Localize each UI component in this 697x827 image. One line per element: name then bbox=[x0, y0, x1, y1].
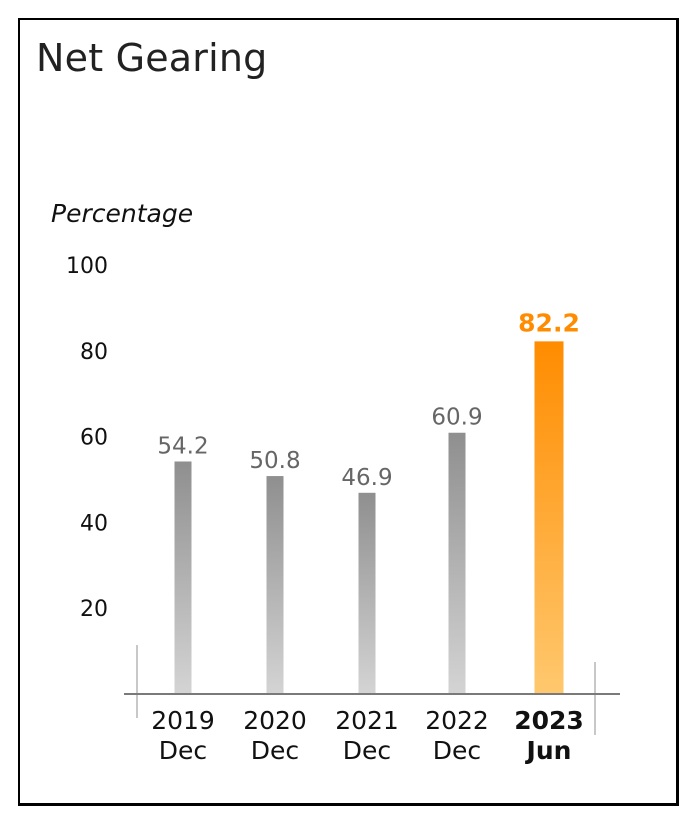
x-tick-period: Jun bbox=[525, 736, 572, 765]
bars bbox=[174, 341, 564, 694]
data-label: 46.9 bbox=[341, 465, 392, 491]
bar bbox=[174, 461, 192, 694]
chart-title: Net Gearing bbox=[36, 36, 268, 80]
data-label: 82.2 bbox=[518, 308, 580, 337]
y-axis-ticks: 20 40 60 80 100 bbox=[66, 254, 108, 622]
data-label: 54.2 bbox=[157, 433, 208, 459]
y-tick-label: 40 bbox=[80, 511, 108, 536]
x-tick-period: Dec bbox=[251, 736, 299, 765]
x-tick-year: 2019 bbox=[151, 706, 215, 735]
bar bbox=[358, 492, 376, 694]
y-tick-label: 100 bbox=[66, 254, 108, 279]
data-label: 50.8 bbox=[249, 448, 300, 474]
y-tick-label: 20 bbox=[80, 597, 108, 622]
bar bbox=[266, 476, 284, 694]
x-tick-year: 2020 bbox=[243, 706, 307, 735]
x-tick-period: Dec bbox=[159, 736, 207, 765]
chart-frame bbox=[18, 18, 679, 806]
x-tick-year: 2021 bbox=[335, 706, 399, 735]
bar-highlight bbox=[534, 341, 564, 694]
x-tick-period: Dec bbox=[343, 736, 391, 765]
y-axis-label: Percentage bbox=[51, 199, 194, 228]
y-tick-label: 80 bbox=[80, 340, 108, 365]
bar bbox=[448, 432, 466, 694]
x-tick-year: 2022 bbox=[425, 706, 489, 735]
x-tick-year: 2023 bbox=[514, 706, 584, 735]
data-label: 60.9 bbox=[431, 405, 482, 431]
x-tick-period: Dec bbox=[433, 736, 481, 765]
y-tick-label: 60 bbox=[80, 426, 108, 451]
value-labels: 54.2 50.8 46.9 60.9 82.2 bbox=[157, 308, 579, 490]
